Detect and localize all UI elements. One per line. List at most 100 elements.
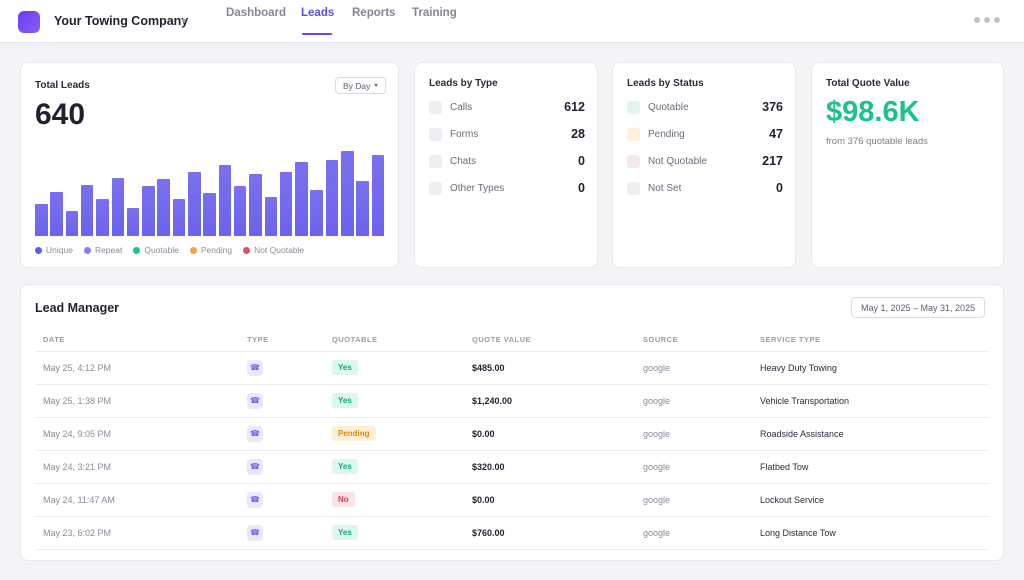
chart-legend: Unique Repeat Quotable Pending Not Quota… [35, 245, 304, 255]
column-header-quote-value[interactable]: QUOTE VALUE [464, 328, 635, 352]
table-row[interactable]: May 25, 1:38 PM ☎ Yes $1,240.00 google V… [35, 384, 990, 418]
chart-bar[interactable] [203, 193, 216, 236]
chevron-down-icon [374, 84, 379, 87]
quotable-badge: No [332, 492, 355, 507]
top-navigation-bar: Your Towing Company Dashboard Leads Repo… [0, 0, 1024, 43]
cell-quote-value: $0.00 [464, 483, 635, 517]
cell-quote-value: $485.00 [464, 351, 635, 385]
chart-bar[interactable] [80, 185, 94, 236]
type-swatch [429, 127, 442, 141]
leads-by-type-card: Leads by Type Calls 612 Forms 28 Chats 0… [414, 62, 598, 268]
type-label: Forms [450, 128, 479, 140]
cell-date: May 24, 9:05 PM [35, 417, 239, 451]
period-select[interactable]: By Day [335, 77, 387, 94]
chart-bar[interactable] [325, 160, 339, 236]
chart-bar[interactable] [279, 172, 293, 236]
cell-quote-value: $1,240.00 [464, 384, 635, 418]
table-row[interactable]: May 24, 3:21 PM ☎ Yes $320.00 google Fla… [35, 450, 990, 484]
chart-bar[interactable] [172, 199, 186, 236]
legend-dot [189, 246, 197, 254]
phone-icon: ☎ [247, 425, 263, 442]
type-row-forms[interactable]: Forms 28 [429, 126, 585, 142]
column-header-date[interactable]: DATE [35, 328, 239, 352]
chart-bar[interactable] [371, 155, 385, 236]
chart-bar[interactable] [126, 208, 140, 236]
cell-source: google [635, 516, 752, 550]
table-row[interactable]: May 24, 9:05 PM ☎ Pending $0.00 google R… [35, 417, 990, 451]
quote-value-amount: $98.6K [826, 96, 920, 128]
cell-service-type: Heavy Duty Towing [752, 351, 990, 385]
chart-bar[interactable] [341, 151, 354, 236]
type-row-chats[interactable]: Chats 0 [429, 153, 585, 169]
chart-bar[interactable] [249, 174, 262, 236]
chart-bar[interactable] [157, 179, 170, 236]
status-row-not-quotable[interactable]: Not Quotable 217 [627, 153, 783, 169]
chart-bar[interactable] [65, 211, 79, 236]
chart-bar[interactable] [111, 178, 124, 236]
quote-value-title: Total Quote Value [826, 78, 910, 89]
chart-bar[interactable] [35, 204, 48, 236]
status-row-quotable[interactable]: Quotable 376 [627, 99, 783, 115]
cell-date: May 23, 6:02 PM [35, 516, 239, 550]
nav-tab-training[interactable]: Training [412, 7, 457, 19]
leads-table: DATE TYPE QUOTABLE QUOTE VALUE SOURCE SE… [35, 328, 990, 550]
total-leads-card: Total Leads 640 By Day Unique Repeat Quo… [20, 62, 399, 268]
legend-item-repeat[interactable]: Repeat [83, 245, 122, 255]
chart-bar[interactable] [50, 192, 63, 236]
leads-by-type-title: Leads by Type [429, 78, 498, 89]
legend-item-quotable[interactable]: Quotable [133, 245, 179, 255]
chart-bar[interactable] [264, 197, 277, 236]
status-count: 217 [762, 154, 783, 168]
quotable-badge: Yes [332, 393, 358, 408]
legend-item-unique[interactable]: Unique [35, 245, 73, 255]
date-range-picker[interactable]: May 1, 2025 – May 31, 2025 [851, 297, 986, 318]
type-count: 0 [578, 154, 585, 168]
cell-source: google [635, 417, 752, 451]
period-select-label: By Day [343, 80, 371, 91]
type-row-other[interactable]: Other Types 0 [429, 180, 585, 196]
chart-bar[interactable] [233, 186, 247, 236]
type-swatch [429, 181, 442, 195]
cell-service-type: Roadside Assistance [752, 417, 990, 451]
chart-bar[interactable] [96, 199, 109, 236]
chart-bar[interactable] [188, 172, 201, 236]
column-header-quotable[interactable]: QUOTABLE [324, 328, 464, 352]
chart-bar[interactable] [142, 186, 155, 236]
table-row[interactable]: May 24, 11:47 AM ☎ No $0.00 google Locko… [35, 483, 990, 517]
column-header-type[interactable]: TYPE [239, 328, 324, 352]
chart-bar[interactable] [356, 181, 369, 236]
more-options-icon[interactable] [974, 17, 1000, 23]
status-swatch [627, 127, 640, 141]
chart-bar[interactable] [295, 162, 308, 236]
type-label: Other Types [450, 182, 505, 194]
nav-tab-leads[interactable]: Leads [301, 7, 335, 19]
chevron-down-icon[interactable] [181, 19, 187, 23]
status-swatch [627, 181, 640, 195]
quotable-badge: Yes [332, 525, 358, 540]
nav-tab-reports[interactable]: Reports [352, 7, 396, 19]
cell-quote-value: $760.00 [464, 516, 635, 550]
table-row[interactable]: May 25, 4:12 PM ☎ Yes $485.00 google Hea… [35, 351, 990, 385]
status-row-not-set[interactable]: Not Set 0 [627, 180, 783, 196]
table-row[interactable]: May 23, 6:02 PM ☎ Yes $760.00 google Lon… [35, 516, 990, 550]
cell-service-type: Long Distance Tow [752, 516, 990, 550]
total-quote-value-card: Total Quote Value $98.6K from 376 quotab… [811, 62, 1004, 268]
column-header-service-type[interactable]: SERVICE TYPE [752, 328, 990, 352]
cell-quote-value: $320.00 [464, 450, 635, 484]
type-swatch [429, 100, 442, 114]
chart-bar[interactable] [310, 190, 323, 236]
chart-bar[interactable] [218, 165, 232, 236]
status-label: Quotable [648, 101, 689, 113]
company-logo [18, 11, 40, 33]
nav-tab-dashboard[interactable]: Dashboard [226, 7, 287, 19]
type-row-calls[interactable]: Calls 612 [429, 99, 585, 115]
company-switcher-label[interactable]: Your Towing Company [54, 14, 189, 28]
legend-item-pending[interactable]: Pending [189, 245, 232, 255]
legend-item-not-quotable[interactable]: Not Quotable [243, 245, 304, 255]
status-row-pending[interactable]: Pending 47 [627, 126, 783, 142]
legend-dot [35, 246, 42, 254]
cell-service-type: Lockout Service [752, 483, 990, 517]
column-header-source[interactable]: SOURCE [635, 328, 752, 352]
cell-date: May 25, 4:12 PM [35, 351, 239, 385]
type-label: Calls [450, 101, 473, 113]
